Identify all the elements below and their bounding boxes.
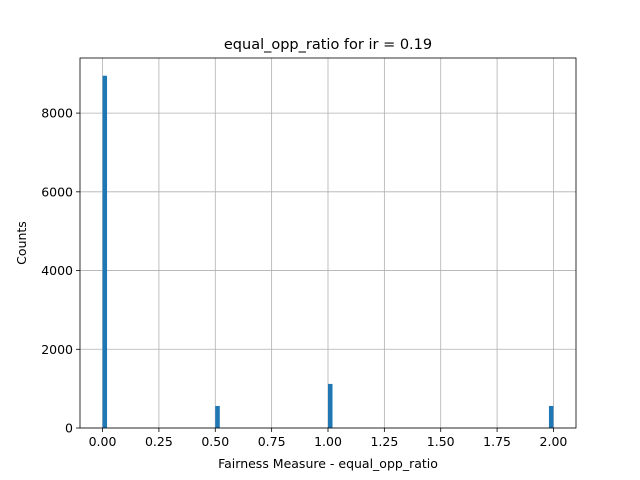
x-tick-label-8: 2.00 [540,434,568,449]
y-tick-label-3: 6000 [41,184,73,199]
y-axis-ticks: 0 2000 4000 6000 8000 [41,106,80,436]
x-tick-label-0: 0.00 [89,434,117,449]
x-tick-label-2: 0.50 [201,434,229,449]
y-tick-label-4: 8000 [41,106,73,121]
x-axis-label: Fairness Measure - equal_opp_ratio [218,456,438,471]
y-tick-label-2: 4000 [41,263,73,278]
histogram-bars [102,75,554,428]
histogram-bar-3 [548,405,554,428]
x-tick-label-3: 0.75 [258,434,286,449]
histogram-bar-2 [328,383,333,428]
x-tick-label-1: 0.25 [145,434,173,449]
x-tick-label-5: 1.25 [370,434,398,449]
x-tick-label-6: 1.50 [427,434,455,449]
y-tick-label-1: 2000 [41,342,73,357]
y-axis-label: Counts [14,221,29,265]
grid-lines [80,58,576,429]
histogram-bar-1 [215,405,220,428]
y-tick-label-0: 0 [65,421,73,436]
chart-title: equal_opp_ratio for ir = 0.19 [224,37,432,53]
x-tick-label-7: 1.75 [483,434,511,449]
x-axis-ticks: 0.00 0.25 0.50 0.75 1.00 1.25 1.50 1.75 2.00 [89,428,568,449]
x-tick-label-4: 1.00 [314,434,342,449]
histogram-bar-0 [102,75,108,428]
